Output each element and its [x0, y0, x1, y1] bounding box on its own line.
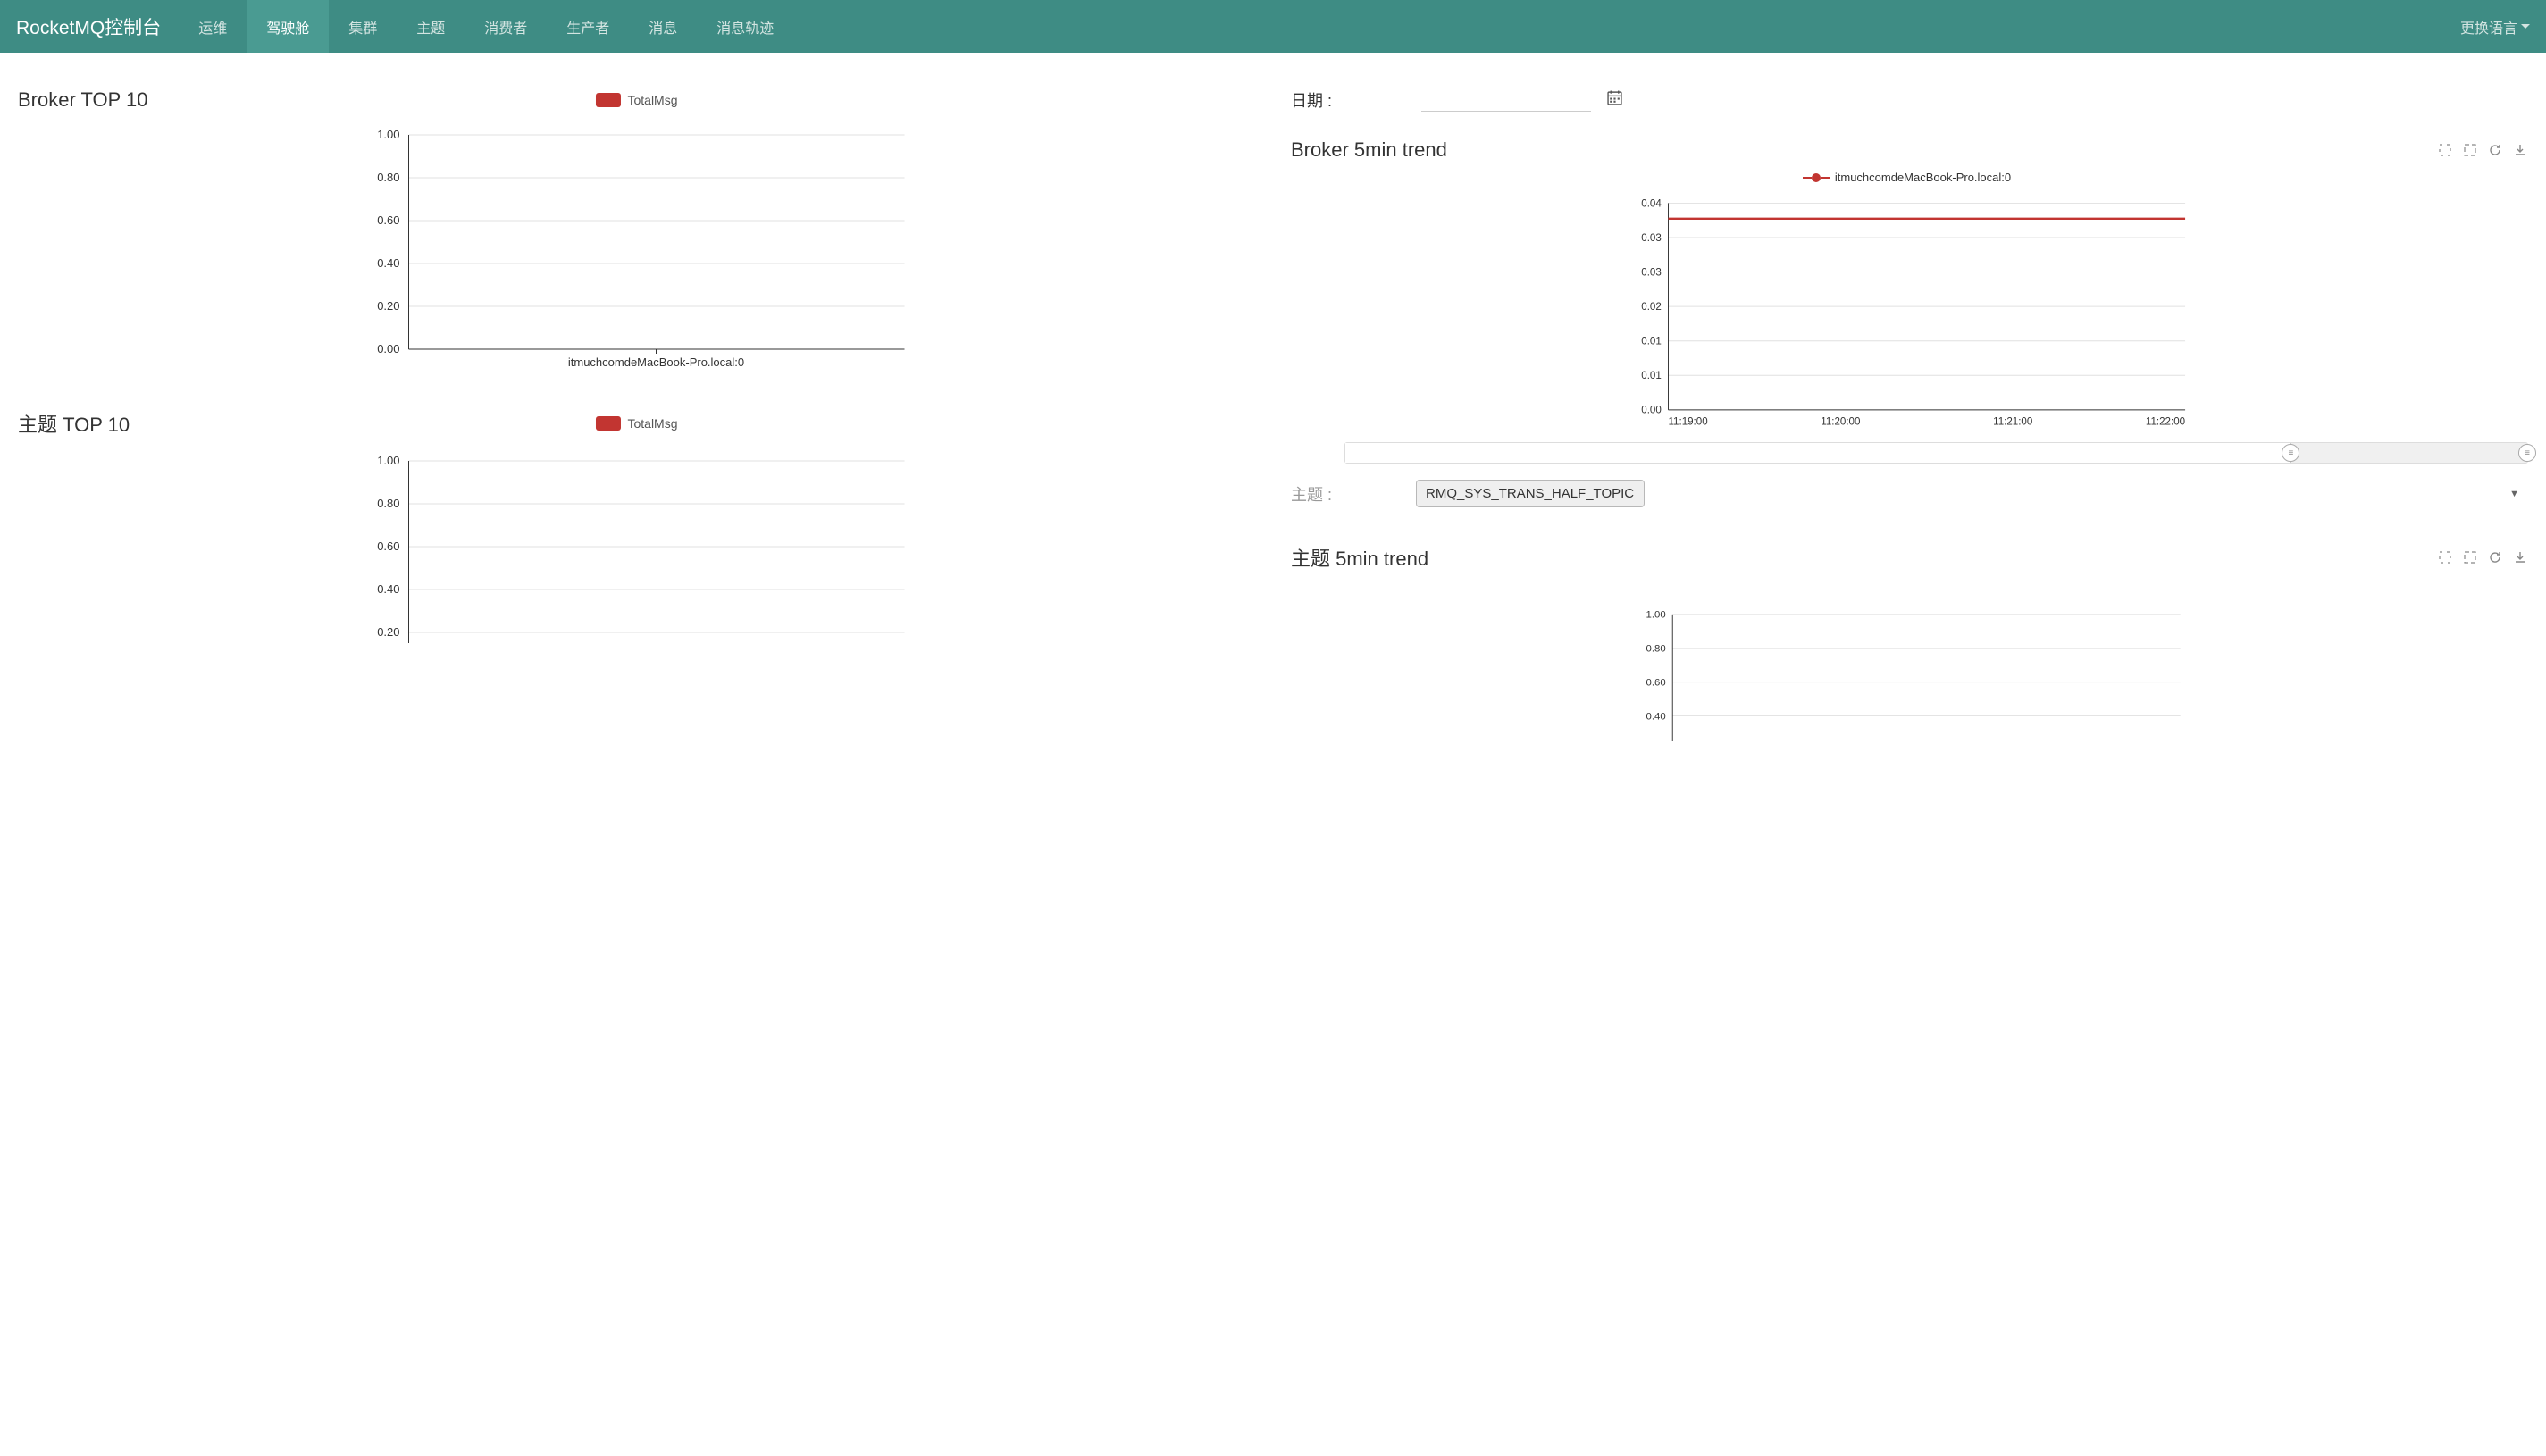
legend-swatch [595, 93, 620, 107]
legend[interactable]: TotalMsg [595, 93, 677, 107]
broker-trend-chart: 0.04 0.03 0.03 0.02 0.01 0.01 0.00 11:19… [1291, 189, 2528, 431]
navbar-nav: 运维 驾驶舱 集群 主题 消费者 生产者 消息 消息轨迹 [179, 0, 793, 53]
ytick: 0.80 [377, 497, 399, 510]
range-handle-right[interactable]: ≡ [2518, 444, 2536, 462]
ytick: 0.40 [377, 256, 399, 270]
nav-item-trace[interactable]: 消息轨迹 [697, 0, 793, 53]
ytick: 0.80 [1646, 644, 1666, 655]
ytick: 0.20 [377, 625, 399, 639]
topic-select-row: 主题 : RMQ_SYS_TRANS_HALF_TOPIC ▼ [1291, 480, 2528, 507]
chart-toolbox [2437, 549, 2528, 565]
topic-top10-block: 主题 TOP 10 TotalMsg 1.00 0.80 0.60 [18, 409, 1255, 646]
language-switch[interactable]: 更换语言 [2460, 16, 2530, 38]
zoom-icon[interactable] [2437, 549, 2453, 565]
topic-trend-block: 主题 5min trend 1.00 0.80 0.60 [1291, 543, 2528, 744]
zoom-reset-icon[interactable] [2462, 142, 2478, 158]
ytick: 0.04 [1641, 198, 1662, 209]
ytick: 1.00 [1646, 610, 1666, 621]
legend-text: TotalMsg [627, 93, 677, 107]
xtick: 11:20:00 [1821, 416, 1860, 427]
chevron-down-icon [2521, 24, 2530, 29]
ytick: 0.02 [1641, 302, 1662, 313]
chart-title-broker-top10: Broker TOP 10 [18, 88, 148, 112]
chart-toolbox [2437, 142, 2528, 158]
select-wrap: RMQ_SYS_TRANS_HALF_TOPIC ▼ [1416, 480, 2528, 507]
topic-select[interactable]: RMQ_SYS_TRANS_HALF_TOPIC [1416, 480, 1645, 507]
navbar: RocketMQ控制台 运维 驾驶舱 集群 主题 消费者 生产者 消息 消息轨迹… [0, 0, 2546, 53]
nav-item-producer[interactable]: 生产者 [547, 0, 629, 53]
date-picker-row: 日期 : [1291, 88, 2528, 112]
legend-swatch [595, 416, 620, 431]
ytick: 0.00 [1641, 406, 1662, 416]
ytick: 0.80 [377, 171, 399, 184]
left-column: Broker TOP 10 TotalMsg 1.00 0.80 [18, 88, 1255, 780]
ytick: 0.60 [1646, 677, 1666, 688]
ytick: 0.40 [377, 582, 399, 596]
navbar-brand[interactable]: RocketMQ控制台 [16, 13, 161, 40]
language-switch-label: 更换语言 [2460, 16, 2517, 38]
date-label: 日期 : [1291, 88, 1332, 112]
xtick: 11:21:00 [1993, 416, 2032, 427]
chart-header: 主题 TOP 10 TotalMsg [18, 409, 1255, 438]
chart-header: Broker TOP 10 TotalMsg [18, 88, 1255, 112]
nav-item-dashboard[interactable]: 驾驶舱 [247, 0, 329, 53]
download-icon[interactable] [2512, 549, 2528, 565]
range-filled [1345, 443, 2291, 463]
ytick: 0.60 [377, 213, 399, 227]
chart-title-topic-trend: 主题 5min trend [1291, 543, 1428, 572]
content: Broker TOP 10 TotalMsg 1.00 0.80 [0, 53, 2546, 798]
trend-legend-text: itmuchcomdeMacBook-Pro.local:0 [1835, 171, 2011, 184]
nav-item-message[interactable]: 消息 [629, 0, 697, 53]
refresh-icon[interactable] [2487, 549, 2503, 565]
chart-header: 主题 5min trend [1291, 543, 2528, 572]
ytick: 0.03 [1641, 267, 1662, 278]
ytick: 1.00 [377, 128, 399, 141]
nav-item-topic[interactable]: 主题 [397, 0, 465, 53]
xtick: 11:19:00 [1669, 416, 1708, 427]
date-input-wrap [1421, 89, 1622, 112]
chart-title-topic-top10: 主题 TOP 10 [18, 409, 130, 438]
ytick: 0.03 [1641, 233, 1662, 244]
topic-select-label: 主题 : [1291, 482, 1416, 506]
nav-item-cluster[interactable]: 集群 [329, 0, 397, 53]
chart-header: Broker 5min trend [1291, 138, 2528, 162]
zoom-reset-icon[interactable] [2462, 549, 2478, 565]
trend-marker-icon [1812, 173, 1821, 182]
trend-legend[interactable]: itmuchcomdeMacBook-Pro.local:0 [1291, 171, 2528, 184]
topic-trend-chart: 1.00 0.80 0.60 0.40 [1291, 581, 2528, 741]
refresh-icon[interactable] [2487, 142, 2503, 158]
xlabel: itmuchcomdeMacBook-Pro.local:0 [568, 356, 744, 369]
ytick: 0.01 [1641, 371, 1662, 381]
ytick: 0.01 [1641, 337, 1662, 347]
calendar-icon[interactable] [1607, 90, 1622, 110]
topic-top10-chart: 1.00 0.80 0.60 0.40 0.20 [18, 447, 1255, 643]
broker-top10-chart: 1.00 0.80 0.60 0.40 0.20 0.00 itmuchcomd… [18, 121, 1255, 371]
legend-text: TotalMsg [627, 416, 677, 431]
ytick: 0.20 [377, 299, 399, 313]
ytick: 1.00 [377, 454, 399, 467]
chevron-down-icon: ▼ [2509, 489, 2519, 499]
range-slider[interactable]: ≡ ≡ [1344, 442, 2528, 464]
xtick: 11:22:00 [2146, 416, 2185, 427]
nav-item-ops[interactable]: 运维 [179, 0, 247, 53]
broker-top10-block: Broker TOP 10 TotalMsg 1.00 0.80 [18, 88, 1255, 373]
ytick: 0.40 [1646, 711, 1666, 722]
broker-trend-block: Broker 5min trend itmuchcomdeMacBook-Pro… [1291, 138, 2528, 507]
range-handle-left[interactable]: ≡ [2282, 444, 2299, 462]
zoom-icon[interactable] [2437, 142, 2453, 158]
nav-item-consumer[interactable]: 消费者 [465, 0, 547, 53]
right-column: 日期 : Broker 5min trend itmuch [1291, 88, 2528, 780]
date-input[interactable] [1421, 89, 1591, 112]
legend[interactable]: TotalMsg [595, 416, 677, 431]
download-icon[interactable] [2512, 142, 2528, 158]
chart-title-broker-trend: Broker 5min trend [1291, 138, 1447, 162]
ytick: 0.60 [377, 540, 399, 553]
ytick: 0.00 [377, 342, 399, 356]
